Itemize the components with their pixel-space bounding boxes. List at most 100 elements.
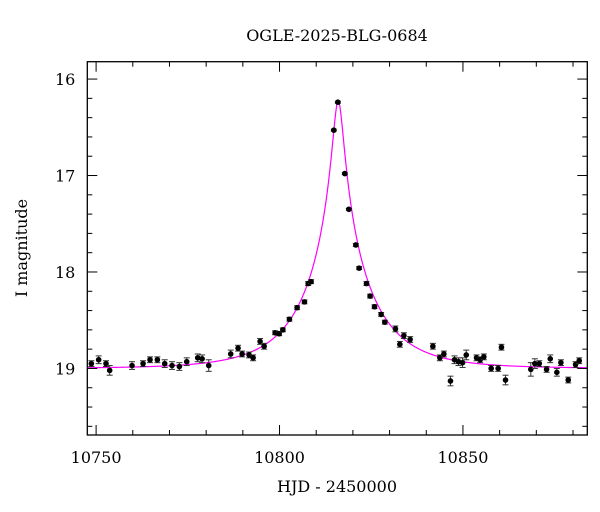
data-point <box>547 354 554 364</box>
data-point <box>495 365 502 372</box>
point-marker <box>342 170 348 177</box>
point-marker <box>250 355 256 361</box>
point-marker <box>407 336 413 343</box>
point-marker <box>280 327 286 333</box>
data-point <box>576 357 583 365</box>
data-point <box>250 354 257 362</box>
point-marker <box>382 319 388 325</box>
point-marker <box>331 127 337 133</box>
y-tick-label: 16 <box>55 70 75 89</box>
point-marker <box>286 316 293 323</box>
point-marker <box>106 367 113 374</box>
x-tick-label: 10800 <box>254 448 305 467</box>
point-marker <box>363 280 370 287</box>
x-tick-label: 10750 <box>71 448 122 467</box>
point-marker <box>95 356 102 363</box>
point-marker <box>353 242 359 248</box>
x-axis-label: HJD - 2450000 <box>277 477 397 496</box>
data-point <box>463 349 470 361</box>
y-tick-label: 18 <box>55 263 75 282</box>
point-marker <box>441 351 447 357</box>
point-marker <box>558 359 564 366</box>
data-point <box>183 357 190 367</box>
point-marker <box>335 99 341 106</box>
point-marker <box>194 355 201 361</box>
data-point <box>440 350 447 358</box>
point-marker <box>261 343 267 350</box>
data-point <box>154 356 161 364</box>
data-point <box>106 365 113 376</box>
data-point <box>531 358 538 369</box>
data-point <box>345 206 352 213</box>
point-marker <box>367 293 373 299</box>
data-point <box>356 265 363 271</box>
data-point <box>341 170 348 177</box>
data-point <box>205 359 212 372</box>
point-marker <box>301 299 308 305</box>
point-marker <box>205 362 212 369</box>
y-axis-label: I magnitude <box>12 199 31 297</box>
data-point <box>88 360 95 368</box>
plot-frame <box>86 61 588 436</box>
data-point <box>543 366 550 373</box>
point-marker <box>392 326 399 332</box>
data-point <box>371 303 378 310</box>
data-point <box>294 304 301 311</box>
point-marker <box>169 362 175 369</box>
data-point <box>161 359 168 368</box>
point-marker <box>257 338 263 345</box>
point-marker <box>227 351 234 357</box>
point-marker <box>356 265 362 271</box>
point-marker <box>199 355 205 362</box>
point-marker <box>371 303 378 310</box>
point-marker <box>401 332 407 339</box>
point-marker <box>495 365 501 372</box>
data-point <box>367 293 374 299</box>
data-point <box>301 299 308 305</box>
point-marker <box>547 355 554 362</box>
data-points-layer <box>88 99 583 387</box>
point-marker <box>88 360 95 367</box>
point-marker <box>147 356 153 363</box>
point-marker <box>488 365 494 372</box>
point-marker <box>246 352 252 358</box>
point-marker <box>397 341 403 348</box>
point-marker <box>378 311 384 318</box>
point-marker <box>543 366 550 373</box>
data-point <box>363 280 370 287</box>
data-point <box>502 374 509 386</box>
data-point <box>308 278 315 285</box>
point-marker <box>129 362 135 369</box>
point-marker <box>554 369 560 376</box>
point-marker <box>276 330 282 337</box>
point-marker <box>239 351 245 357</box>
data-point <box>169 361 176 370</box>
point-marker <box>536 360 543 367</box>
point-marker <box>161 360 168 367</box>
data-point <box>286 316 293 323</box>
data-point <box>565 376 572 384</box>
data-point <box>235 344 242 352</box>
point-marker <box>235 345 241 351</box>
data-point <box>459 357 466 368</box>
data-point <box>407 336 414 343</box>
data-point <box>352 242 359 248</box>
data-point <box>239 350 246 358</box>
point-marker <box>183 358 190 365</box>
data-point <box>553 367 560 377</box>
point-marker <box>154 356 161 363</box>
data-point <box>199 354 206 364</box>
point-marker <box>447 378 454 384</box>
data-point <box>400 332 407 340</box>
data-point <box>261 342 268 350</box>
data-point <box>536 360 543 368</box>
point-marker <box>140 360 146 367</box>
point-marker <box>532 360 538 367</box>
data-point <box>330 127 337 133</box>
point-marker <box>294 304 300 311</box>
data-point <box>557 359 564 367</box>
point-marker <box>463 352 470 358</box>
model-curve-layer <box>87 100 588 369</box>
data-point <box>257 338 264 345</box>
